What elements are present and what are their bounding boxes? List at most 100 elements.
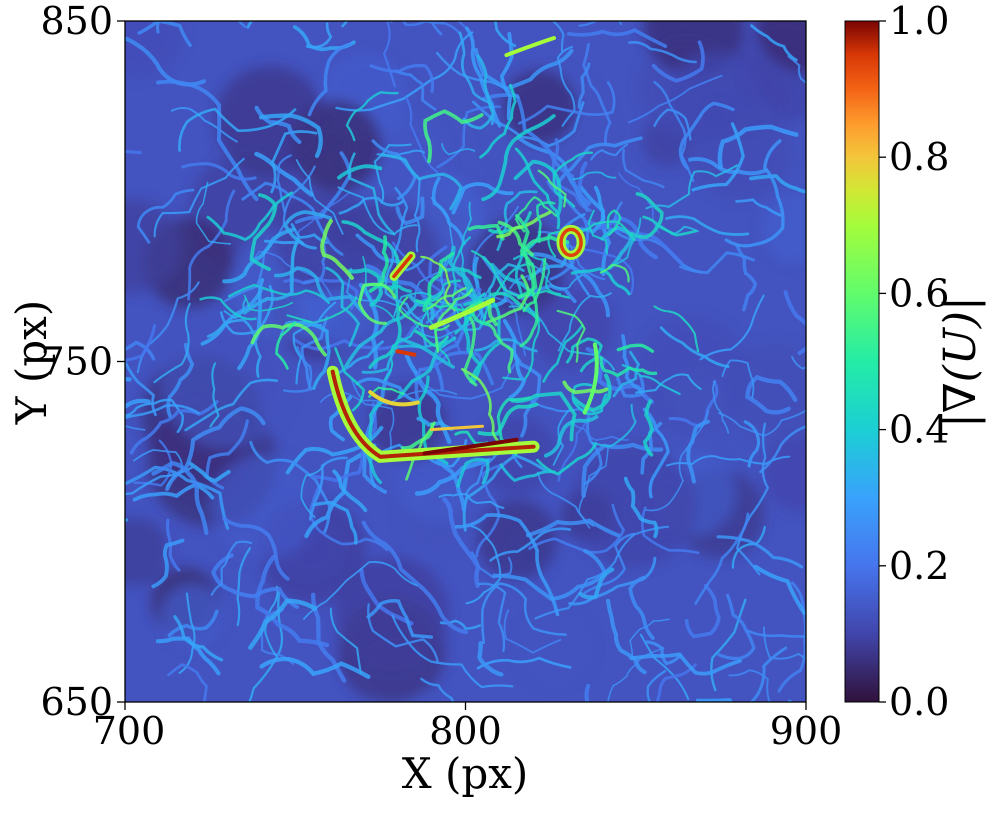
gradient-filament bbox=[394, 69, 437, 111]
gradient-filament bbox=[678, 101, 735, 170]
gradient-filament bbox=[783, 290, 806, 356]
gradient-filament bbox=[735, 422, 770, 576]
gradient-filament bbox=[415, 298, 466, 312]
gradient-filament bbox=[395, 196, 425, 226]
gradient-filament bbox=[735, 198, 782, 217]
strong-gradient-feature bbox=[428, 297, 496, 330]
gradient-filament bbox=[245, 250, 333, 298]
gradient-filament bbox=[399, 337, 455, 369]
gradient-filament bbox=[195, 181, 232, 245]
gradient-filament bbox=[653, 80, 695, 183]
strong-gradient-feature bbox=[504, 36, 556, 58]
gradient-filament bbox=[303, 561, 418, 620]
gradient-filament bbox=[694, 512, 750, 605]
gradient-filament bbox=[398, 296, 450, 331]
gradient-filament bbox=[167, 609, 219, 638]
gradient-filament bbox=[724, 139, 785, 248]
gradient-filament bbox=[556, 309, 586, 363]
colorbar-tick-label: 0.0 bbox=[889, 680, 949, 724]
gradient-filament bbox=[361, 339, 448, 374]
gradient-filament bbox=[552, 21, 565, 53]
gradient-filament bbox=[453, 293, 464, 331]
gradient-filament bbox=[749, 646, 788, 702]
gradient-filament bbox=[132, 448, 184, 488]
gradient-filament bbox=[248, 598, 318, 650]
gradient-filament bbox=[414, 330, 449, 349]
gradient-filament bbox=[749, 174, 806, 194]
gradient-filament bbox=[481, 114, 556, 202]
gradient-filament bbox=[136, 188, 195, 244]
gradient-filament bbox=[442, 496, 481, 589]
gradient-filament bbox=[290, 223, 328, 245]
gradient-filament bbox=[578, 21, 623, 27]
gradient-filament bbox=[368, 275, 402, 370]
gradient-filament bbox=[566, 28, 668, 49]
gradient-filament bbox=[577, 62, 591, 109]
gradient-filament bbox=[712, 380, 730, 434]
gradient-filament bbox=[156, 79, 259, 202]
gradient-filament bbox=[243, 294, 293, 312]
gradient-filament bbox=[492, 549, 607, 601]
colorbar-tick-label: 0.6 bbox=[889, 271, 949, 315]
gradient-filament bbox=[348, 152, 396, 236]
gradient-filament bbox=[332, 469, 368, 513]
gradient-filament bbox=[237, 277, 265, 371]
gradient-filament bbox=[393, 291, 467, 325]
colorbar-tick-label: 0.2 bbox=[889, 544, 949, 588]
colorbar-tick-label: 1.0 bbox=[889, 0, 949, 43]
gradient-filament bbox=[338, 196, 404, 215]
gradient-filament bbox=[645, 410, 710, 512]
gradient-filament bbox=[456, 457, 490, 488]
gradient-filament bbox=[791, 355, 806, 370]
gradient-filament bbox=[653, 305, 700, 353]
gradient-filament bbox=[716, 535, 804, 569]
gradient-filament bbox=[292, 301, 337, 385]
gradient-filament bbox=[584, 219, 683, 265]
gradient-filament bbox=[366, 599, 434, 639]
gradient-filament bbox=[380, 153, 463, 211]
gradient-filament bbox=[206, 318, 262, 378]
gradient-filament bbox=[178, 592, 196, 674]
gradient-filament bbox=[310, 402, 378, 483]
gradient-filament bbox=[506, 344, 542, 438]
gradient-filament bbox=[125, 518, 128, 523]
gradient-filament bbox=[493, 21, 517, 48]
gradient-filament bbox=[557, 292, 612, 352]
gradient-filament bbox=[622, 149, 665, 189]
gradient-filament bbox=[562, 380, 609, 395]
gradient-filament bbox=[590, 143, 628, 161]
gradient-filament bbox=[659, 326, 730, 369]
gradient-filament bbox=[361, 520, 468, 635]
gradient-filament bbox=[645, 164, 739, 210]
gradient-filament bbox=[653, 108, 692, 141]
gradient-filament bbox=[369, 63, 435, 94]
gradient-filament bbox=[413, 177, 421, 253]
gradient-filament bbox=[787, 55, 806, 85]
x-tick-label: 800 bbox=[429, 709, 502, 753]
gradient-filament bbox=[488, 323, 514, 374]
gradient-filament bbox=[286, 296, 358, 324]
gradient-filament bbox=[334, 347, 365, 412]
gradient-filament bbox=[750, 24, 798, 62]
gradient-filament bbox=[753, 564, 806, 616]
gradient-filament bbox=[607, 647, 665, 702]
x-tick-label: 900 bbox=[770, 709, 843, 753]
gradient-filament bbox=[347, 267, 383, 307]
gradient-filament bbox=[423, 109, 484, 164]
x-axis: 700 800 900 bbox=[93, 702, 843, 753]
gradient-filament bbox=[255, 554, 330, 648]
gradient-filament bbox=[211, 553, 300, 610]
gradient-filament bbox=[551, 138, 592, 213]
gradient-filament bbox=[587, 209, 608, 255]
gradient-filament bbox=[125, 398, 184, 434]
gradient-filament bbox=[200, 288, 263, 346]
y-tick-label: 650 bbox=[40, 680, 113, 724]
gradient-filament bbox=[337, 186, 418, 236]
gradient-filament bbox=[642, 215, 697, 237]
gradient-filament bbox=[522, 257, 547, 313]
gradient-filament bbox=[717, 124, 799, 170]
colorbar-tick-label: 0.4 bbox=[889, 408, 949, 452]
gradient-filament bbox=[528, 503, 626, 554]
gradient-filament bbox=[357, 282, 397, 325]
gradient-filament bbox=[524, 261, 583, 290]
